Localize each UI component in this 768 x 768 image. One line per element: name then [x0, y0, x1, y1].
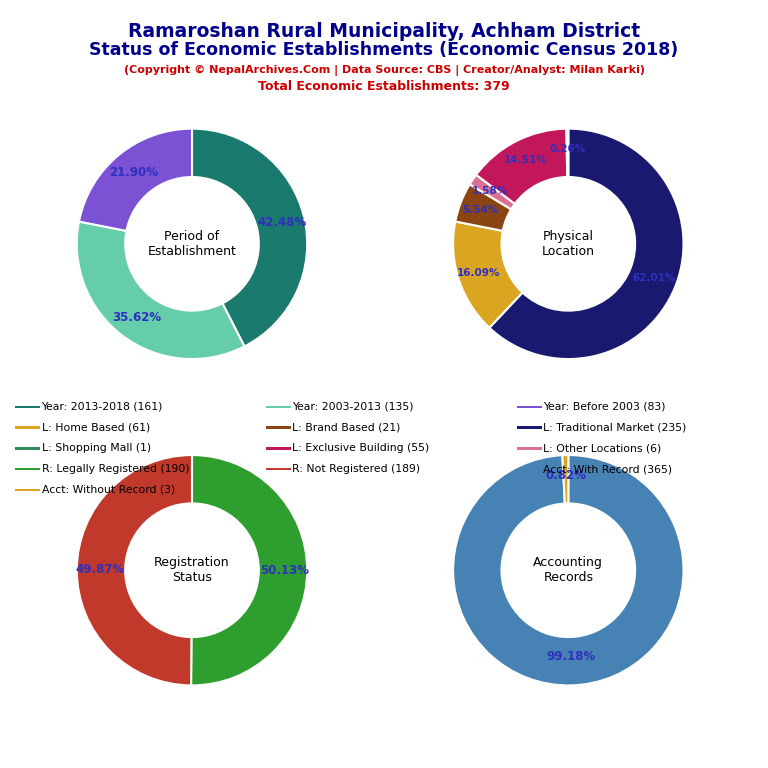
- Text: L: Brand Based (21): L: Brand Based (21): [293, 422, 401, 432]
- Wedge shape: [489, 128, 684, 359]
- Bar: [517, 468, 541, 470]
- Wedge shape: [191, 455, 307, 685]
- Wedge shape: [476, 129, 568, 204]
- Text: 50.13%: 50.13%: [260, 564, 309, 577]
- Text: L: Other Locations (6): L: Other Locations (6): [543, 443, 661, 453]
- Text: Ramaroshan Rural Municipality, Achham District: Ramaroshan Rural Municipality, Achham Di…: [128, 22, 640, 41]
- Wedge shape: [455, 184, 511, 231]
- Wedge shape: [79, 128, 192, 231]
- Text: (Copyright © NepalArchives.Com | Data Source: CBS | Creator/Analyst: Milan Karki: (Copyright © NepalArchives.Com | Data So…: [124, 65, 644, 75]
- Wedge shape: [453, 221, 522, 328]
- Text: L: Shopping Mall (1): L: Shopping Mall (1): [41, 443, 151, 453]
- Text: 1.58%: 1.58%: [472, 186, 508, 196]
- Wedge shape: [192, 128, 307, 346]
- Wedge shape: [77, 221, 244, 359]
- Bar: [266, 406, 291, 408]
- Text: Total Economic Establishments: 379: Total Economic Establishments: 379: [258, 80, 510, 93]
- Text: 99.18%: 99.18%: [546, 650, 595, 663]
- Text: Accounting
Records: Accounting Records: [534, 556, 603, 584]
- Text: 16.09%: 16.09%: [457, 268, 500, 278]
- Bar: [517, 406, 541, 408]
- Bar: [517, 426, 541, 429]
- Text: Acct: Without Record (3): Acct: Without Record (3): [41, 485, 175, 495]
- Bar: [15, 447, 40, 449]
- Bar: [266, 447, 291, 449]
- Text: Acct: With Record (365): Acct: With Record (365): [543, 464, 673, 474]
- Text: 35.62%: 35.62%: [112, 311, 161, 324]
- Wedge shape: [77, 455, 192, 685]
- Text: Physical
Location: Physical Location: [541, 230, 595, 258]
- Text: Period of
Establishment: Period of Establishment: [147, 230, 237, 258]
- Bar: [15, 468, 40, 470]
- Bar: [15, 488, 40, 491]
- Text: 49.87%: 49.87%: [75, 564, 124, 576]
- Text: 14.51%: 14.51%: [504, 154, 547, 165]
- Text: Registration
Status: Registration Status: [154, 556, 230, 584]
- Bar: [266, 426, 291, 429]
- Text: 42.48%: 42.48%: [257, 216, 306, 229]
- Text: R: Legally Registered (190): R: Legally Registered (190): [41, 464, 189, 474]
- Text: Status of Economic Establishments (Economic Census 2018): Status of Economic Establishments (Econo…: [89, 41, 679, 59]
- Text: R: Not Registered (189): R: Not Registered (189): [293, 464, 421, 474]
- Text: 0.82%: 0.82%: [545, 469, 586, 482]
- Text: 21.90%: 21.90%: [109, 166, 158, 179]
- Text: Year: 2003-2013 (135): Year: 2003-2013 (135): [293, 402, 414, 412]
- Wedge shape: [453, 455, 684, 685]
- Bar: [15, 406, 40, 408]
- Text: 0.26%: 0.26%: [549, 144, 586, 154]
- Text: L: Home Based (61): L: Home Based (61): [41, 422, 150, 432]
- Text: L: Traditional Market (235): L: Traditional Market (235): [543, 422, 687, 432]
- Wedge shape: [470, 175, 515, 210]
- Text: Year: 2013-2018 (161): Year: 2013-2018 (161): [41, 402, 163, 412]
- Bar: [266, 468, 291, 470]
- Wedge shape: [562, 455, 568, 504]
- Text: Year: Before 2003 (83): Year: Before 2003 (83): [543, 402, 666, 412]
- Wedge shape: [567, 128, 568, 177]
- Text: 62.01%: 62.01%: [632, 273, 676, 283]
- Text: 5.54%: 5.54%: [462, 205, 498, 215]
- Text: L: Exclusive Building (55): L: Exclusive Building (55): [293, 443, 429, 453]
- Bar: [517, 447, 541, 449]
- Bar: [15, 426, 40, 429]
